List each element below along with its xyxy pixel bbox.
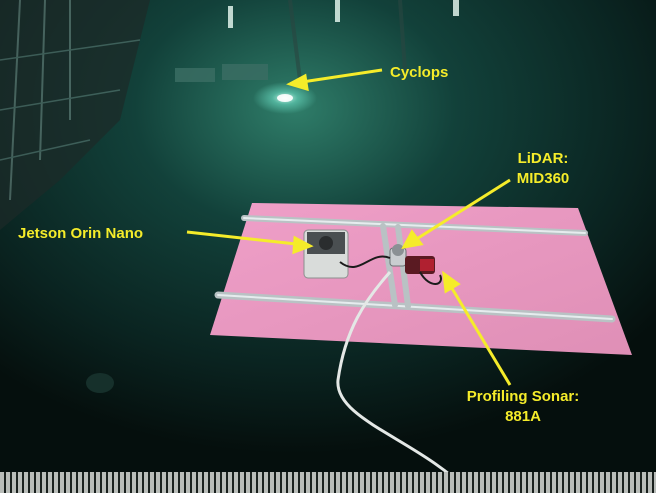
arrow-cyclops — [301, 68, 383, 84]
window-reflection — [0, 0, 150, 230]
cables — [336, 255, 472, 493]
jetson-label: Jetson Orin Nano — [18, 225, 144, 242]
lidar-label: LiDAR: MID360 — [505, 149, 581, 189]
arrow-jetson — [186, 230, 297, 246]
cyclops-core — [277, 94, 293, 102]
ceiling-light-reflections — [175, 0, 459, 82]
lidar-label-line2: MID360 — [516, 170, 570, 187]
arrow-lidar — [414, 178, 511, 242]
sonar-unit — [405, 256, 435, 274]
sonar-label-line2: 881A — [505, 408, 541, 425]
sonar-label-line1: Profiling Sonar: — [466, 388, 580, 405]
pool-drain — [86, 373, 114, 393]
arrow-sonar — [448, 284, 512, 386]
jetson-enclosure — [303, 229, 349, 279]
cyclops-label: Cyclops — [390, 64, 449, 81]
annotation-arrows — [186, 68, 512, 386]
lidar-label-line1: LiDAR: — [517, 150, 569, 167]
pillar-reflections — [288, 0, 407, 81]
drain-grate — [0, 472, 656, 493]
sonar-label: Profiling Sonar: 881A — [448, 387, 598, 427]
